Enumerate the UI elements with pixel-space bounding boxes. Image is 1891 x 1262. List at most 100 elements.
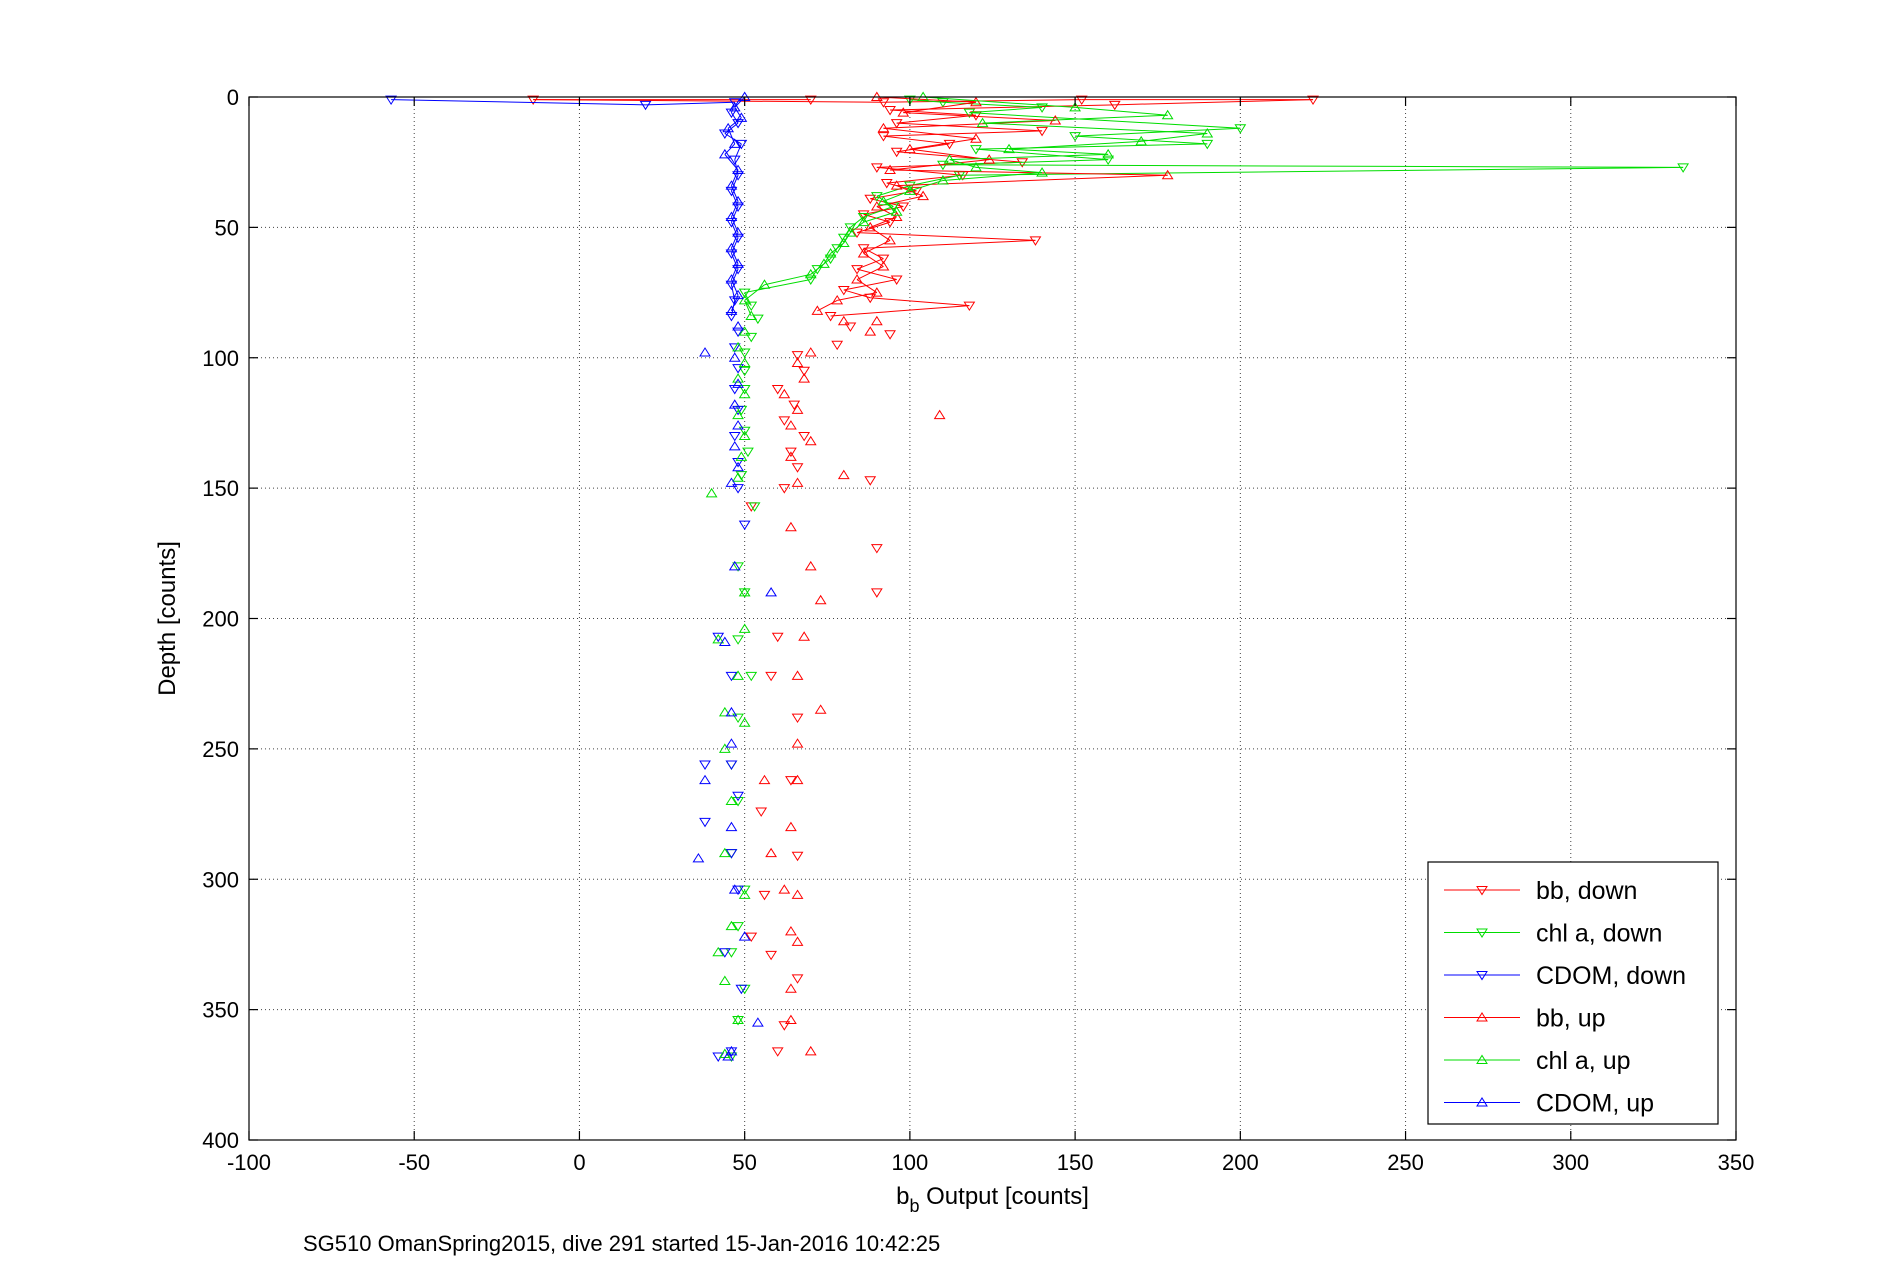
data-point: [814, 704, 827, 714]
series-segment: [724, 133, 742, 145]
legend-box: [1427, 861, 1719, 1125]
data-point: [735, 112, 748, 122]
data-point: [639, 100, 652, 111]
series-segment: [975, 143, 1208, 150]
data-point: [732, 341, 744, 352]
data-point: [1161, 109, 1174, 120]
data-point: [811, 265, 824, 275]
x-tick-label: 200: [1222, 1150, 1259, 1175]
data-point: [831, 244, 844, 254]
series-segment: [1075, 135, 1208, 145]
data-point: [732, 289, 744, 300]
series-segment: [896, 151, 1023, 163]
data-point: [728, 343, 741, 353]
series-segment: [969, 112, 1241, 129]
data-point: [738, 294, 751, 305]
data-point: [1201, 139, 1214, 150]
data-point: [765, 847, 778, 858]
data-point: [732, 713, 744, 724]
data-point: [814, 594, 827, 605]
legend-marker: [1476, 928, 1488, 938]
data-point: [870, 287, 883, 297]
data-point: [712, 632, 725, 643]
data-point: [1003, 143, 1015, 154]
data-point: [712, 633, 725, 644]
x-tick-label: -100: [227, 1150, 271, 1175]
x-tick-label: 300: [1552, 1150, 1589, 1175]
data-point: [725, 1047, 738, 1057]
data-point: [765, 671, 778, 682]
data-point: [718, 847, 731, 858]
data-point: [725, 948, 738, 958]
series-segment: [1008, 148, 1109, 155]
legend-entry: chl a, up: [1444, 1047, 1631, 1075]
data-point: [725, 760, 738, 770]
legend-marker: [1476, 1097, 1488, 1107]
series-segment: [890, 159, 990, 171]
data-point: [1102, 148, 1115, 159]
data-point: [791, 851, 804, 862]
data-point: [758, 279, 771, 289]
data-point: [798, 373, 811, 383]
data-point: [728, 138, 741, 148]
data-point: [725, 760, 738, 770]
data-point: [791, 774, 804, 785]
data-point: [877, 254, 890, 265]
data-point: [1036, 126, 1048, 137]
data-point: [785, 776, 797, 786]
data-point: [877, 261, 890, 271]
data-point: [851, 228, 863, 239]
data-point: [527, 95, 540, 106]
data-point: [778, 1021, 791, 1031]
series-segment: [909, 179, 944, 192]
data-point: [864, 326, 877, 336]
data-point: [884, 234, 896, 245]
data-point: [844, 223, 857, 233]
data-point: [722, 1051, 735, 1061]
data-point: [798, 366, 811, 377]
series-segment: [923, 96, 1076, 108]
data-point: [785, 925, 797, 936]
data-point: [732, 791, 744, 802]
series-segment: [1141, 133, 1208, 142]
data-point: [725, 795, 738, 806]
data-point: [718, 148, 731, 159]
data-point: [725, 242, 738, 253]
series-layer: [385, 91, 1690, 1063]
data-point: [725, 312, 738, 322]
series-segment: [1075, 106, 1168, 116]
data-point: [818, 258, 830, 268]
data-point: [735, 984, 748, 995]
data-point: [732, 472, 744, 482]
series-segment: [1008, 140, 1142, 150]
series-segment: [909, 138, 977, 150]
data-point: [890, 211, 903, 221]
data-point: [732, 670, 744, 680]
data-point: [732, 327, 744, 338]
data-point: [705, 487, 718, 498]
data-point: [738, 388, 751, 399]
data-point: [791, 713, 804, 724]
series-segment: [890, 109, 977, 116]
data-point: [870, 544, 883, 554]
series-segment: [942, 101, 1043, 108]
data-point: [718, 743, 731, 753]
data-point: [791, 974, 804, 984]
data-point: [738, 430, 751, 440]
legend-entry: bb, up: [1444, 1005, 1606, 1033]
series-segment: [856, 232, 1036, 241]
data-point: [857, 210, 870, 220]
data-point: [785, 983, 797, 993]
legend-label: bb, up: [1536, 1005, 1606, 1033]
series-segment: [863, 247, 884, 260]
data-point: [718, 948, 731, 958]
series-segment: [949, 159, 977, 168]
data-point: [870, 192, 883, 202]
data-point: [732, 484, 744, 494]
series-segment: [959, 166, 1684, 176]
series-segment: [744, 279, 811, 294]
series-segment: [883, 130, 1043, 137]
data-point: [725, 706, 738, 717]
data-point: [933, 409, 946, 420]
data-point: [728, 560, 741, 571]
